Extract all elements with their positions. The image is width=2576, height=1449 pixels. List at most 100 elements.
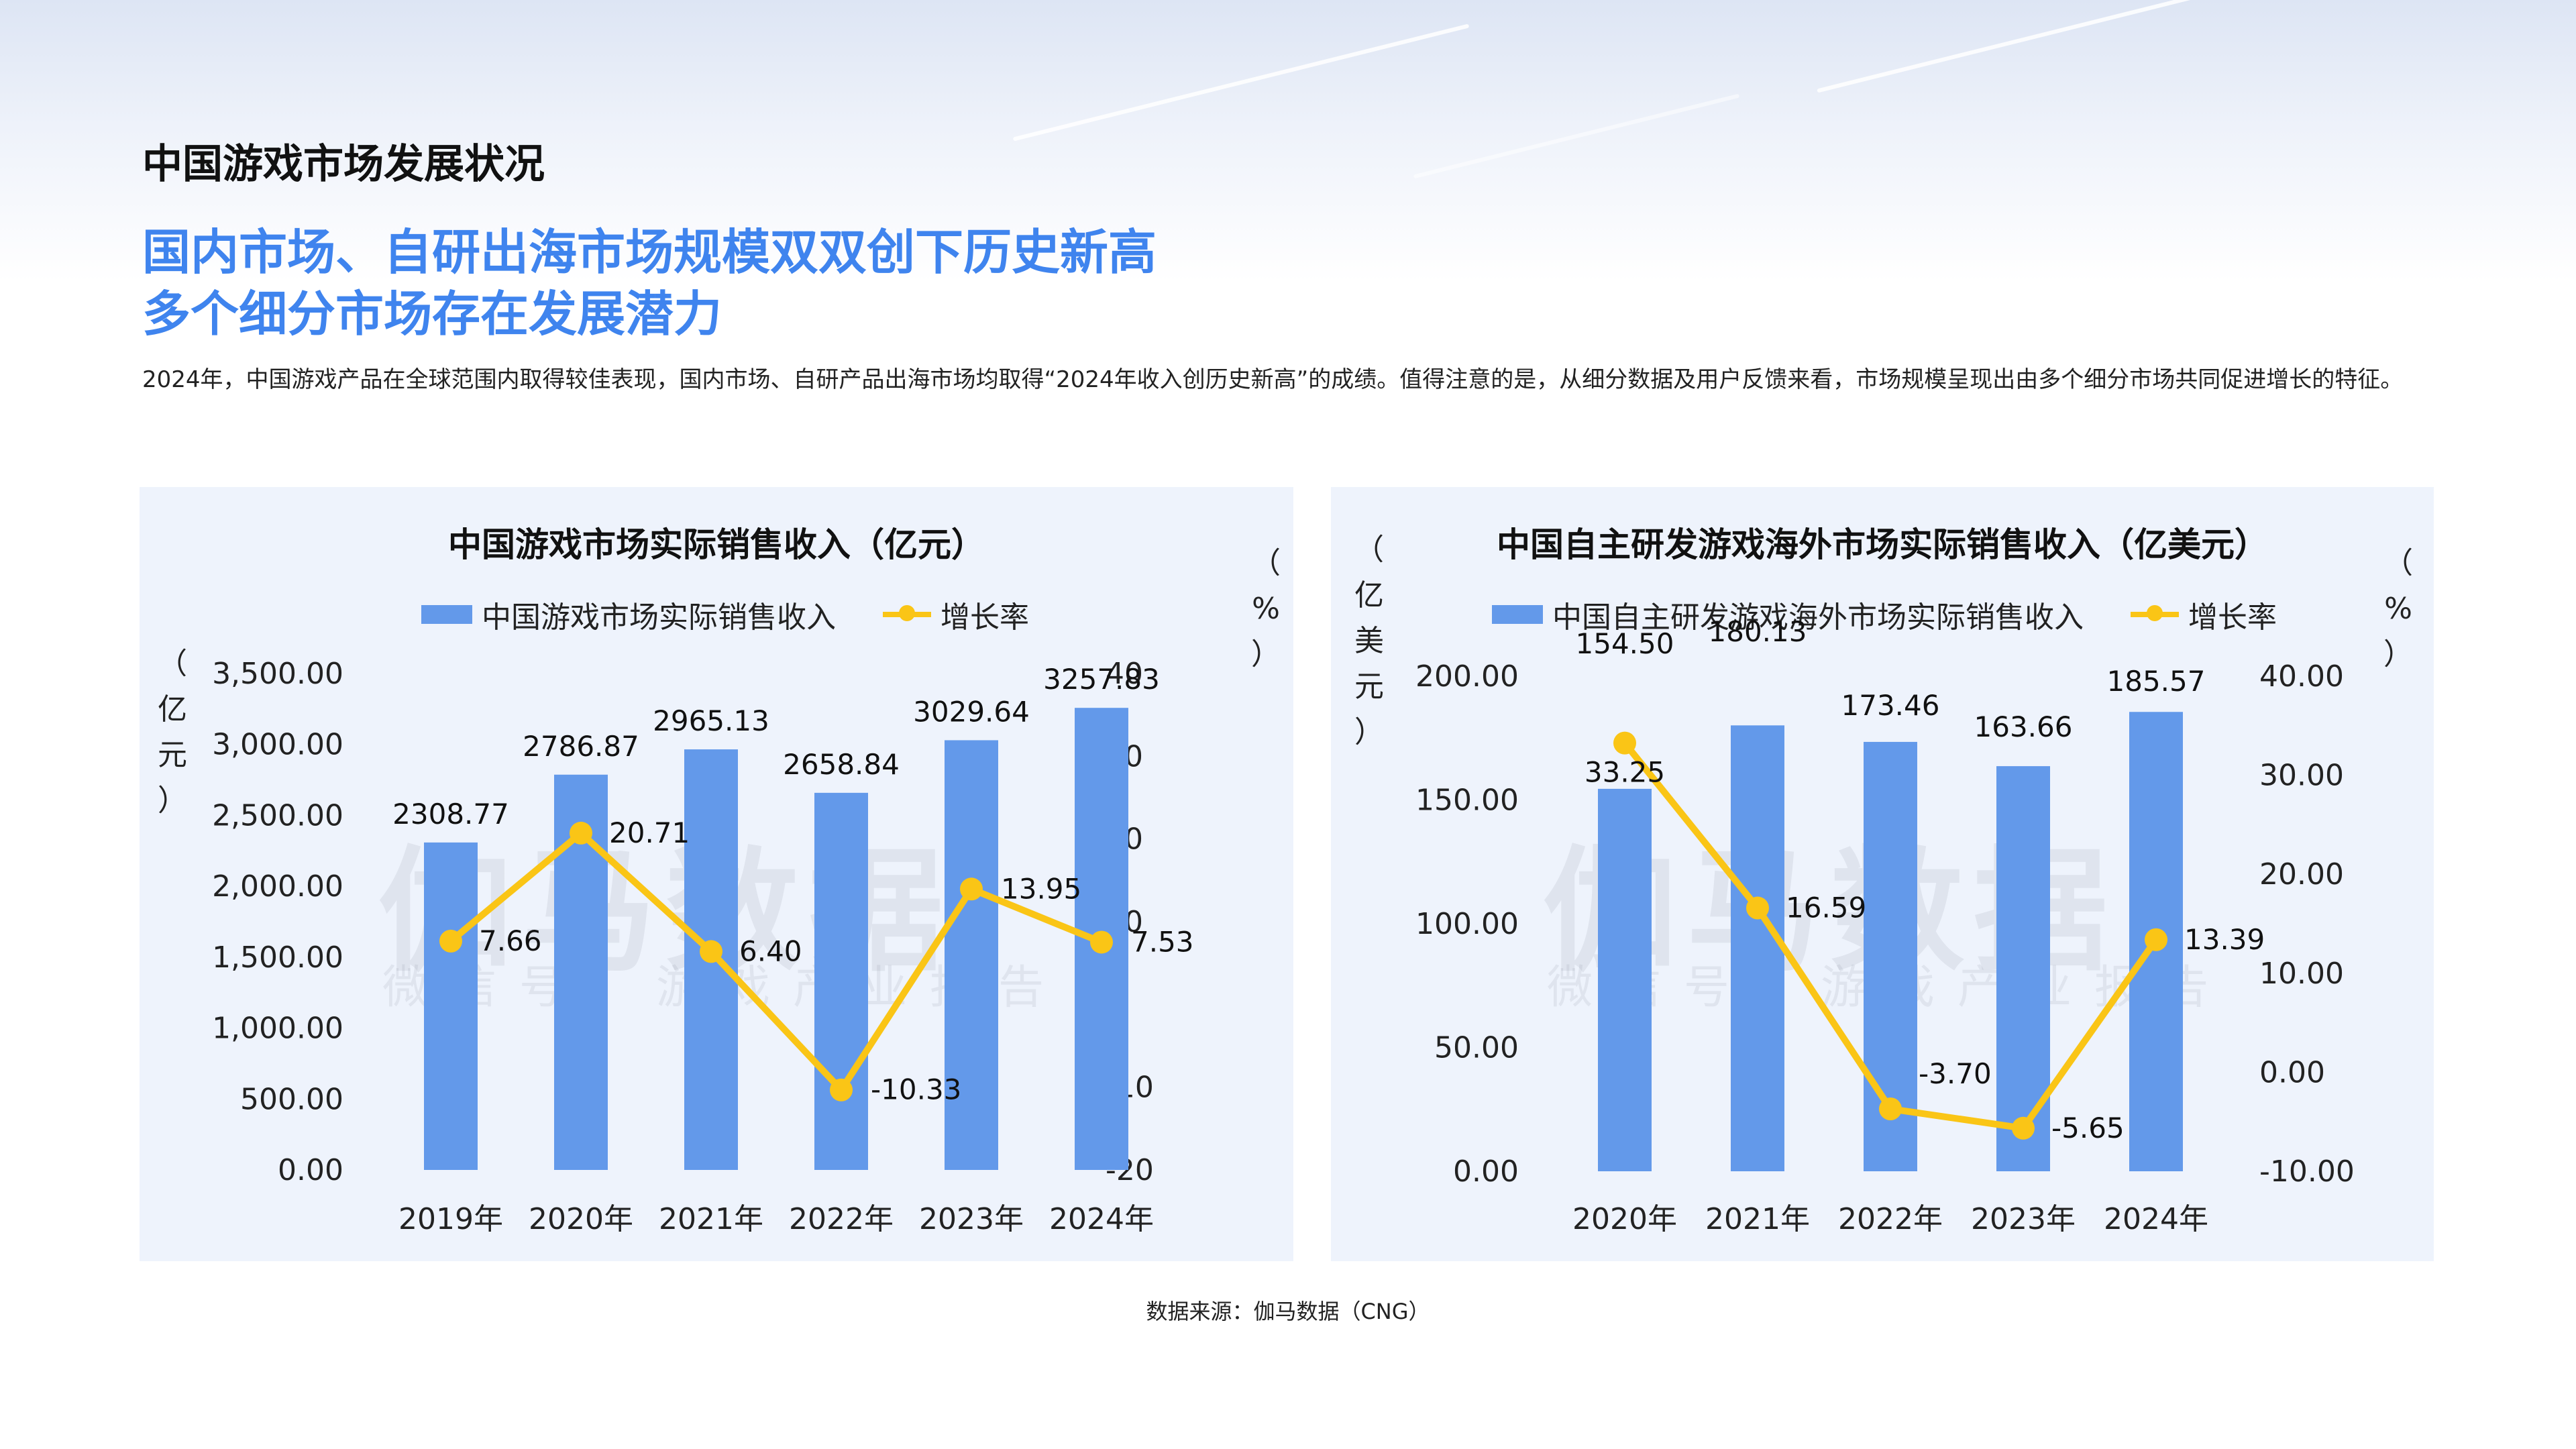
bar-data-label: 3257.83	[1043, 663, 1160, 696]
growth-rate-point	[1746, 896, 1769, 920]
x-axis-tick-label: 2020年	[529, 1202, 633, 1236]
right-axis-unit: （ % ）	[2381, 541, 2415, 678]
bar-data-label: 2786.87	[523, 730, 639, 763]
y-axis-tick-label: 50.00	[1434, 1031, 1519, 1065]
growth-rate-data-label: 6.40	[739, 934, 802, 967]
y-axis-tick-label: 3,000.00	[212, 728, 343, 762]
bar-data-label: 180.13	[1709, 615, 1807, 648]
growth-rate-data-label: 16.59	[1786, 892, 1866, 924]
unit-char: （	[1251, 546, 1281, 580]
bar	[1996, 766, 2050, 1171]
domestic-market-chart-panel: 中国游戏市场实际销售收入（亿元） 中国游戏市场实际销售收入 增长率 （ 亿 元 …	[140, 487, 1293, 1261]
bar	[424, 842, 478, 1170]
y2-axis-tick-label: 20.00	[2259, 857, 2344, 892]
y-axis-tick-label: 2,000.00	[212, 869, 343, 904]
growth-rate-point	[1879, 1097, 1902, 1121]
x-axis-tick-label: 2022年	[789, 1202, 894, 1236]
y2-axis-tick-label: 0.00	[2259, 1055, 2325, 1089]
y2-axis-tick-label: 10.00	[2259, 957, 2344, 991]
y-axis-tick-label: 3,500.00	[212, 657, 343, 691]
right-axis-unit: （ % ）	[1249, 541, 1283, 678]
unit-char: %	[2384, 592, 2412, 626]
bar-data-label: 2308.77	[392, 798, 509, 830]
unit-char: ）	[1354, 715, 1384, 749]
growth-rate-point	[1090, 930, 1113, 954]
legend-bar-swatch	[421, 605, 472, 624]
headline: 国内市场、自研出海市场规模双双创下历史新高 多个细分市场存在发展潜力	[142, 221, 1157, 345]
chart-title: 中国游戏市场实际销售收入（亿元）	[448, 525, 985, 564]
unit-char: （	[158, 647, 187, 681]
y-axis-tick-label: 200.00	[1415, 659, 1519, 694]
y-axis-tick-label: 100.00	[1415, 907, 1519, 941]
legend-line-label: 增长率	[941, 600, 1029, 635]
chart-legend: 中国自主研发游戏海外市场实际销售收入 增长率	[1492, 593, 2277, 636]
section-title: 中国游戏市场发展状况	[142, 141, 545, 188]
y-axis-tick-label: 500.00	[240, 1082, 343, 1116]
unit-char: 亿	[158, 692, 187, 727]
growth-rate-data-label: 7.53	[1131, 925, 1194, 958]
legend-bar-label: 中国游戏市场实际销售收入	[482, 600, 836, 635]
left-axis-unit: （ 亿 美 元 ）	[1352, 527, 1386, 755]
growth-rate-point	[570, 821, 592, 845]
growth-rate-line	[447, 829, 1105, 1093]
y-axis-tick-label: 2,500.00	[212, 798, 343, 833]
y-axis-tick-label: 1,000.00	[212, 1012, 343, 1046]
unit-char: 元	[1354, 669, 1384, 704]
summary-paragraph: 2024年，中国游戏产品在全球范围内取得较佳表现，国内市场、自研产品出海市场均取…	[142, 366, 2404, 393]
y2-axis-tick-label: 30.00	[2259, 759, 2344, 793]
bar	[814, 792, 868, 1170]
x-axis-tick-label: 2020年	[1572, 1202, 1677, 1236]
growth-rate-point	[439, 929, 462, 953]
y-axis-tick-label: 0.00	[1453, 1155, 1519, 1189]
legend-bar-swatch	[1492, 605, 1543, 624]
growth-rate-point	[960, 877, 983, 901]
headline-line-2: 多个细分市场存在发展潜力	[142, 286, 722, 342]
headline-line-1: 国内市场、自研出海市场规模双双创下历史新高	[142, 224, 1157, 280]
bar-data-label: 2658.84	[783, 748, 900, 781]
bar-data-label: 185.57	[2107, 665, 2206, 698]
y2-axis-tick-label: 40	[1106, 657, 1143, 691]
x-axis-tick-label: 2021年	[1705, 1202, 1810, 1236]
chart-title: 中国自主研发游戏海外市场实际销售收入（亿美元）	[1497, 525, 2268, 564]
bar-data-label: 163.66	[1974, 710, 2073, 743]
bar-data-label: 2965.13	[653, 704, 769, 737]
left-axis-unit: （ 亿 元 ）	[156, 641, 189, 824]
y2-axis-tick-label: -10.00	[2259, 1155, 2355, 1189]
data-source: 数据来源：伽马数据（CNG）	[1146, 1299, 1430, 1324]
bar-data-label: 3029.64	[913, 695, 1030, 728]
legend-line-swatch	[2131, 605, 2179, 621]
x-axis-tick-label: 2024年	[1049, 1202, 1154, 1236]
unit-char: 美	[1354, 624, 1384, 658]
domestic-market-chart: 0.00 500.00 1,000.00 1,500.00 2,000.00 2,500.…	[212, 657, 1194, 1236]
unit-char: （	[2383, 546, 2413, 580]
chart-legend: 中国游戏市场实际销售收入 增长率	[421, 593, 1029, 636]
bar	[945, 740, 998, 1170]
y-axis-tick-label: 1,500.00	[212, 941, 343, 975]
growth-rate-data-label: 33.25	[1585, 756, 1665, 789]
legend-line-swatch	[883, 605, 931, 621]
growth-rate-data-label: 13.39	[2184, 923, 2265, 956]
header-background	[0, 0, 2576, 282]
growth-rate-point	[700, 940, 722, 963]
overseas-market-chart: 0.00 50.00 100.00 150.00 200.00 -10.00 0.00 10.…	[1415, 615, 2355, 1236]
bar	[1598, 788, 1652, 1171]
unit-char: %	[1252, 592, 1280, 626]
x-axis-tick-label: 2021年	[659, 1202, 763, 1236]
y-axis-tick-label: 150.00	[1415, 784, 1519, 818]
x-axis-tick-label: 2023年	[919, 1202, 1024, 1236]
x-axis-tick-label: 2024年	[2104, 1202, 2208, 1236]
bar-data-label: 154.50	[1576, 627, 1674, 660]
legend-bar-label: 中国自主研发游戏海外市场实际销售收入	[1552, 600, 2084, 635]
unit-char: 亿	[1354, 578, 1384, 612]
legend-line-label: 增长率	[2188, 600, 2277, 635]
growth-rate-data-label: -3.70	[1919, 1057, 1992, 1090]
x-axis-tick-label: 2019年	[398, 1202, 503, 1236]
unit-char: 元	[158, 738, 187, 772]
growth-rate-point	[2012, 1116, 2035, 1140]
growth-rate-data-label: 13.95	[1001, 872, 1081, 905]
growth-rate-data-label: 7.66	[479, 924, 542, 957]
growth-rate-point	[2145, 928, 2167, 951]
bar	[1731, 725, 1784, 1171]
unit-char: （	[1354, 533, 1384, 567]
growth-rate-data-label: -5.65	[2051, 1112, 2125, 1144]
